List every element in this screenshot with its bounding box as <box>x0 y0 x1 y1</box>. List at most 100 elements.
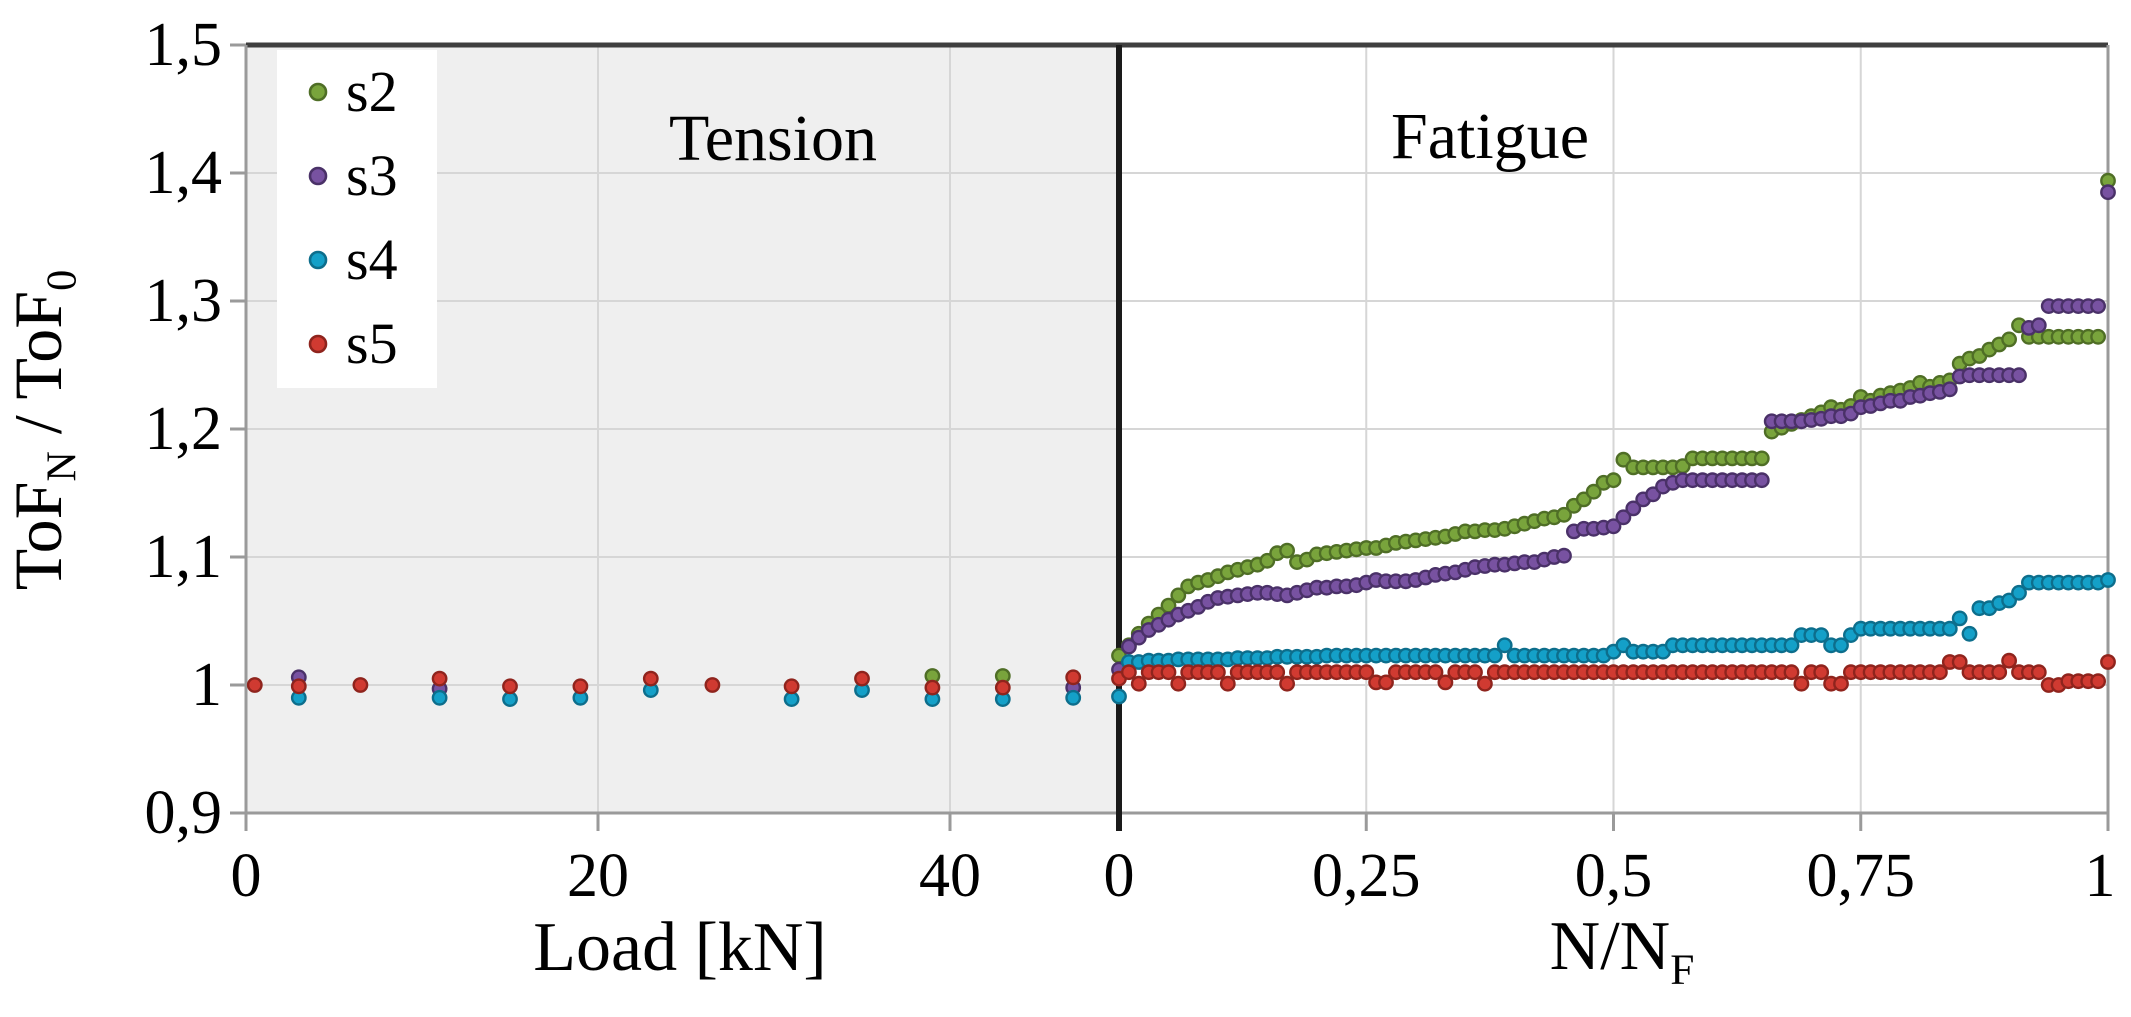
data-point <box>1753 472 1770 489</box>
data-point <box>1556 547 1572 564</box>
tension-region-title: Tension <box>668 102 878 175</box>
data-point <box>1941 620 1958 637</box>
n-nf-axis-subscript-f: F <box>1670 945 1695 994</box>
x-tick-label: 0,75 <box>1806 842 1916 910</box>
x-tick-label: 0,25 <box>1312 842 1421 910</box>
y-tick-label: 1,3 <box>144 267 223 335</box>
data-point <box>1625 500 1642 517</box>
series-s4-points <box>290 682 1082 707</box>
data-point <box>502 678 518 695</box>
data-point <box>1210 664 1226 681</box>
legend-marker-s2 <box>308 82 328 102</box>
data-point <box>1496 637 1513 654</box>
data-point <box>2001 652 2018 669</box>
x-tick-label: 40 <box>919 842 981 910</box>
data-point <box>2100 184 2116 201</box>
data-point <box>431 670 448 687</box>
data-point <box>2001 331 2018 348</box>
y-tick-label: 0,9 <box>144 779 223 847</box>
legend-label-s4: s4 <box>346 227 398 292</box>
data-point <box>1170 587 1187 604</box>
data-point <box>2030 664 2047 681</box>
data-point <box>1813 627 1830 643</box>
data-point <box>1358 664 1375 681</box>
data-point <box>1111 688 1127 705</box>
data-point <box>1065 689 1082 706</box>
data-point <box>1783 664 1800 681</box>
y-tick-label: 1,2 <box>144 395 223 463</box>
data-point <box>1219 675 1236 692</box>
data-point <box>572 678 589 695</box>
fatigue-region-title: Fatigue <box>1391 100 1589 173</box>
data-point <box>1833 675 1849 692</box>
data-point <box>854 670 870 687</box>
legend-label-s2: s2 <box>346 59 398 124</box>
data-point <box>924 679 941 696</box>
series-s3-points <box>1111 184 2116 678</box>
data-point <box>1585 483 1602 500</box>
y-tick-label: 1 <box>191 651 222 719</box>
data-point <box>1437 674 1454 691</box>
data-point <box>2090 328 2107 345</box>
data-point <box>1605 472 1622 489</box>
data-point <box>994 679 1011 696</box>
data-point <box>1951 654 1968 670</box>
data-point <box>1951 610 1968 627</box>
legend-box <box>277 50 437 388</box>
data-point <box>2100 572 2116 588</box>
data-point <box>783 678 800 695</box>
data-point <box>1467 664 1483 681</box>
data-point <box>1486 647 1503 664</box>
data-point <box>1378 674 1394 691</box>
x-tick-label: 0 <box>230 842 262 910</box>
data-point <box>1605 518 1622 535</box>
x-tick-label: 1 <box>2084 842 2116 910</box>
data-point <box>642 670 659 687</box>
data-point <box>1961 625 1978 642</box>
n-nf-axis-title: N/NF <box>1549 907 1695 994</box>
data-point <box>2011 584 2027 601</box>
y-tick-label: 1,5 <box>144 11 223 79</box>
data-point <box>1170 675 1187 692</box>
y-tick-label: 1,4 <box>144 139 223 207</box>
series-s5-points <box>246 669 1082 696</box>
data-point <box>1793 675 1810 692</box>
data-point <box>2100 654 2116 670</box>
legend-marker-s5 <box>308 334 328 354</box>
data-point <box>1477 675 1493 692</box>
legend-label-s3: s3 <box>346 143 398 208</box>
data-point <box>1130 675 1147 692</box>
x-tick-label: 0,5 <box>1574 842 1653 910</box>
data-point <box>1556 506 1572 523</box>
data-point <box>1279 675 1296 692</box>
legend-label-s5: s5 <box>346 311 398 376</box>
data-point <box>1121 664 1137 681</box>
data-point <box>1427 664 1444 681</box>
data-point <box>1941 381 1958 398</box>
data-point <box>1932 664 1948 681</box>
x-tick-label: 0 <box>1103 842 1135 910</box>
legend-marker-s4 <box>308 250 328 270</box>
data-point <box>2011 367 2027 384</box>
data-point <box>1269 664 1286 681</box>
data-point <box>2090 673 2107 690</box>
data-point <box>1065 669 1082 686</box>
data-point <box>1991 664 2008 681</box>
legend-marker-s3 <box>308 166 328 186</box>
x-tick-label: 20 <box>567 842 629 910</box>
data-point <box>431 689 448 706</box>
data-point <box>1833 637 1849 654</box>
data-point <box>1121 638 1137 655</box>
data-point <box>1813 664 1830 681</box>
data-point <box>1279 542 1296 559</box>
data-point <box>502 691 518 707</box>
data-point <box>290 678 307 695</box>
y-tick-label: 1,1 <box>144 523 223 591</box>
data-point <box>783 691 800 707</box>
series-s5-points <box>1111 652 2116 693</box>
data-point <box>2030 317 2047 334</box>
data-point <box>1783 637 1800 654</box>
data-point <box>352 677 369 693</box>
